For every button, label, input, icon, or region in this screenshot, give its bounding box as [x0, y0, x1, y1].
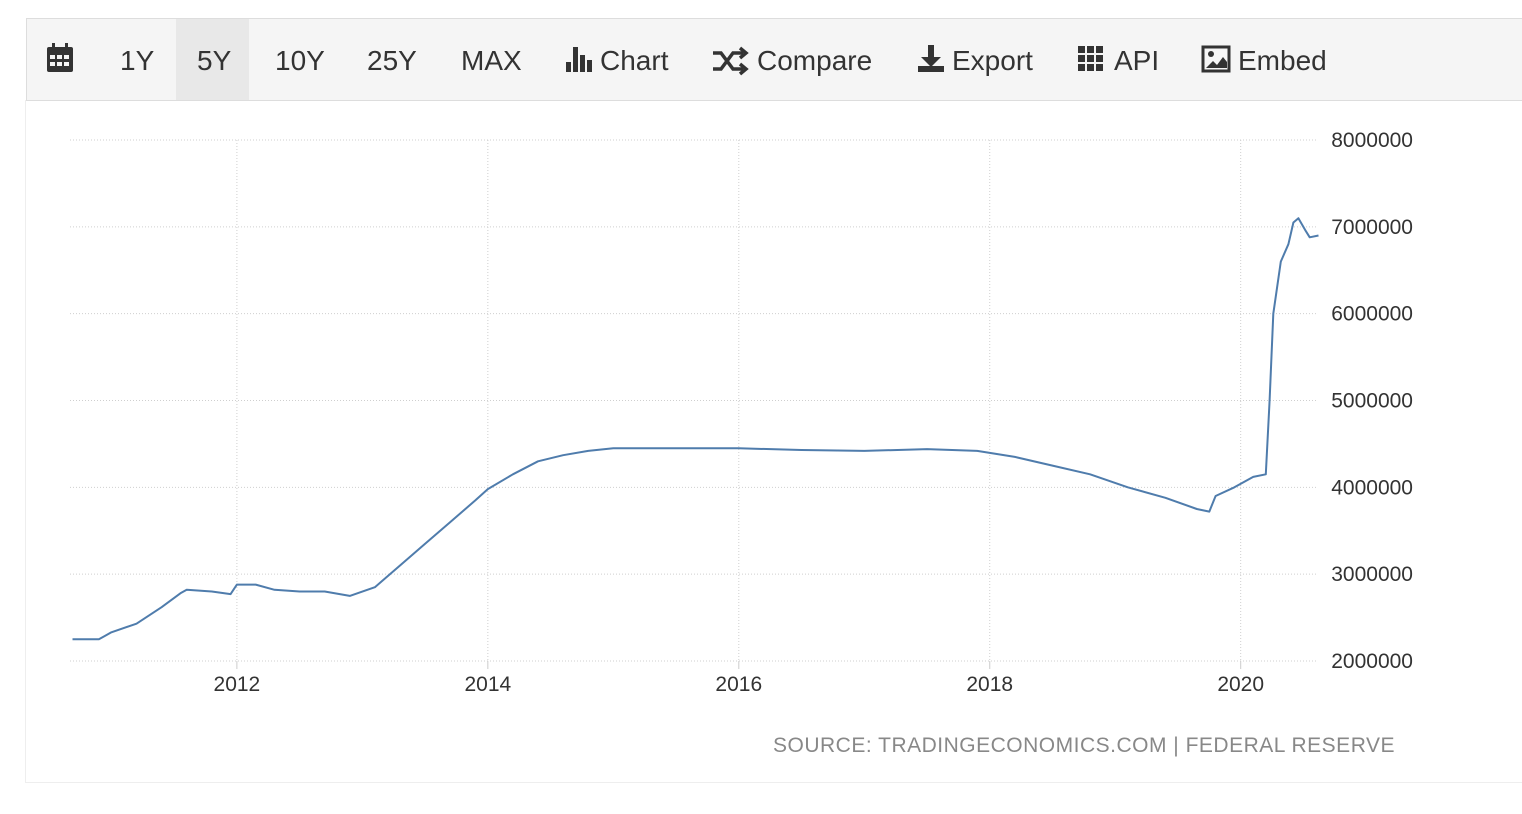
- chart-icon: [566, 47, 592, 72]
- toolbar: [26, 18, 1522, 101]
- x-tick-label: 2018: [966, 673, 1013, 696]
- y-tick-label: 5000000: [1331, 390, 1413, 413]
- x-tick-label: 2016: [715, 673, 762, 696]
- x-tick-label: 2012: [214, 673, 261, 696]
- compare-icon: [713, 46, 749, 76]
- embed-icon: [1201, 45, 1231, 73]
- tab-25y[interactable]: 25Y: [367, 45, 417, 76]
- y-tick-label: 6000000: [1331, 303, 1413, 326]
- y-tick-label: 2000000: [1331, 650, 1413, 673]
- tab-10y[interactable]: 10Y: [275, 45, 325, 76]
- tab-max[interactable]: MAX: [461, 45, 522, 76]
- export-button[interactable]: Export: [952, 45, 1033, 76]
- y-tick-label: 8000000: [1331, 129, 1413, 152]
- chart-frame: [25, 100, 1522, 783]
- tab-5y[interactable]: 5Y: [197, 45, 232, 76]
- embed-button[interactable]: Embed: [1238, 45, 1327, 76]
- data-line: [72, 217, 1319, 641]
- chart-button[interactable]: Chart: [600, 45, 669, 76]
- y-tick-label: 4000000: [1331, 476, 1413, 499]
- x-tick-label: 2020: [1217, 673, 1264, 696]
- tab-1y[interactable]: 1Y: [120, 45, 155, 76]
- x-tick-label: 2014: [464, 673, 511, 696]
- source-note: SOURCE: TRADINGECONOMICS.COM | FEDERAL R…: [773, 734, 1395, 757]
- export-icon: [918, 45, 944, 72]
- calendar-icon[interactable]: [47, 43, 73, 72]
- y-tick-label: 3000000: [1331, 563, 1413, 586]
- api-button[interactable]: API: [1114, 45, 1159, 76]
- y-tick-label: 7000000: [1331, 216, 1413, 239]
- active-tab: [176, 19, 249, 100]
- compare-button[interactable]: Compare: [757, 45, 872, 76]
- api-icon: [1078, 46, 1103, 71]
